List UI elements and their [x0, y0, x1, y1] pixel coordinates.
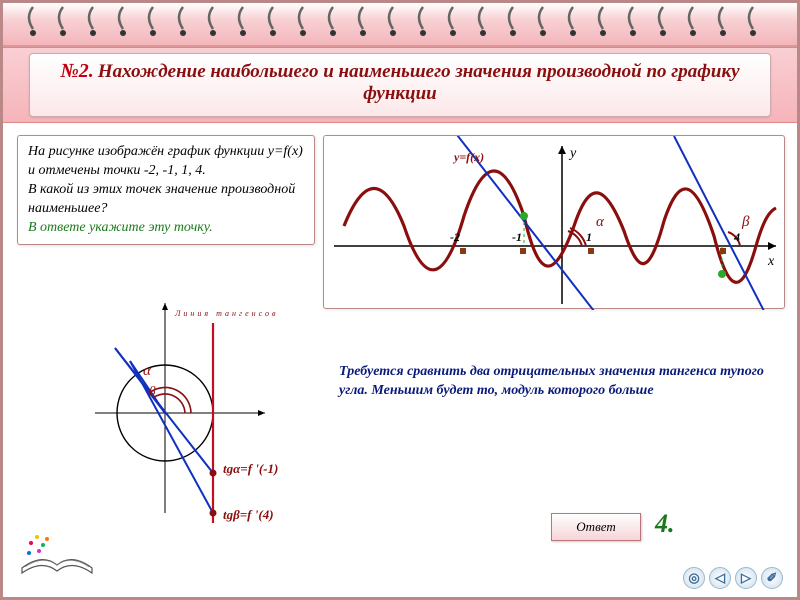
nav-edit-icon[interactable]: ✐	[761, 567, 783, 589]
nav-prev-icon[interactable]: ◁	[709, 567, 731, 589]
main-graph: y=f(x) y x -2 -1 1 4 α β	[323, 135, 785, 309]
explanation-text: Требуется сравнить два отрицательных зна…	[339, 363, 779, 401]
answer-button[interactable]: Ответ	[551, 513, 641, 541]
slide-frame: №2. Нахождение наибольшего и наименьшего…	[0, 0, 800, 600]
title-box: №2. Нахождение наибольшего и наименьшего…	[29, 53, 771, 117]
answer-value: 4.	[655, 509, 675, 539]
problem-box: На рисунке изображён график функции y=f(…	[17, 135, 315, 245]
x-axis-label: x	[768, 254, 774, 270]
mini-alpha: α	[143, 363, 151, 380]
nav-buttons: ◎ ◁ ▷ ✐	[683, 567, 783, 589]
problem-hint: В ответе укажите эту точку.	[28, 219, 304, 238]
tg-beta-label: tgβ=f '(4)	[223, 507, 274, 523]
unit-circle-diagram: α β tgα=f '(-1) tgβ=f '(4) Линия тангенс…	[95, 303, 325, 543]
tick-p1: 1	[586, 230, 592, 245]
spiral-binding	[3, 3, 797, 47]
y-axis-label: y	[570, 146, 576, 162]
tangent-line-label: Линия тангенсов	[175, 309, 278, 318]
beta-label: β	[742, 214, 749, 231]
mini-beta: β	[149, 383, 155, 399]
title-number: №2.	[60, 60, 93, 82]
book-icon	[17, 523, 97, 579]
nav-home-icon[interactable]: ◎	[683, 567, 705, 589]
tick-p4: 4	[734, 230, 740, 245]
tg-alpha-label: tgα=f '(-1)	[223, 461, 278, 477]
answer-button-label: Ответ	[576, 519, 615, 535]
title-text: Нахождение наибольшего и наименьшего зна…	[98, 61, 740, 104]
nav-next-icon[interactable]: ▷	[735, 567, 757, 589]
tick-m1: -1	[512, 230, 522, 245]
problem-line-1: На рисунке изображён график функции y=f(…	[28, 143, 304, 181]
tick-m2: -2	[450, 230, 460, 245]
problem-line-2: В какой из этих точек значение производн…	[28, 181, 304, 219]
func-label: y=f(x)	[454, 150, 484, 165]
alpha-label: α	[596, 214, 604, 231]
